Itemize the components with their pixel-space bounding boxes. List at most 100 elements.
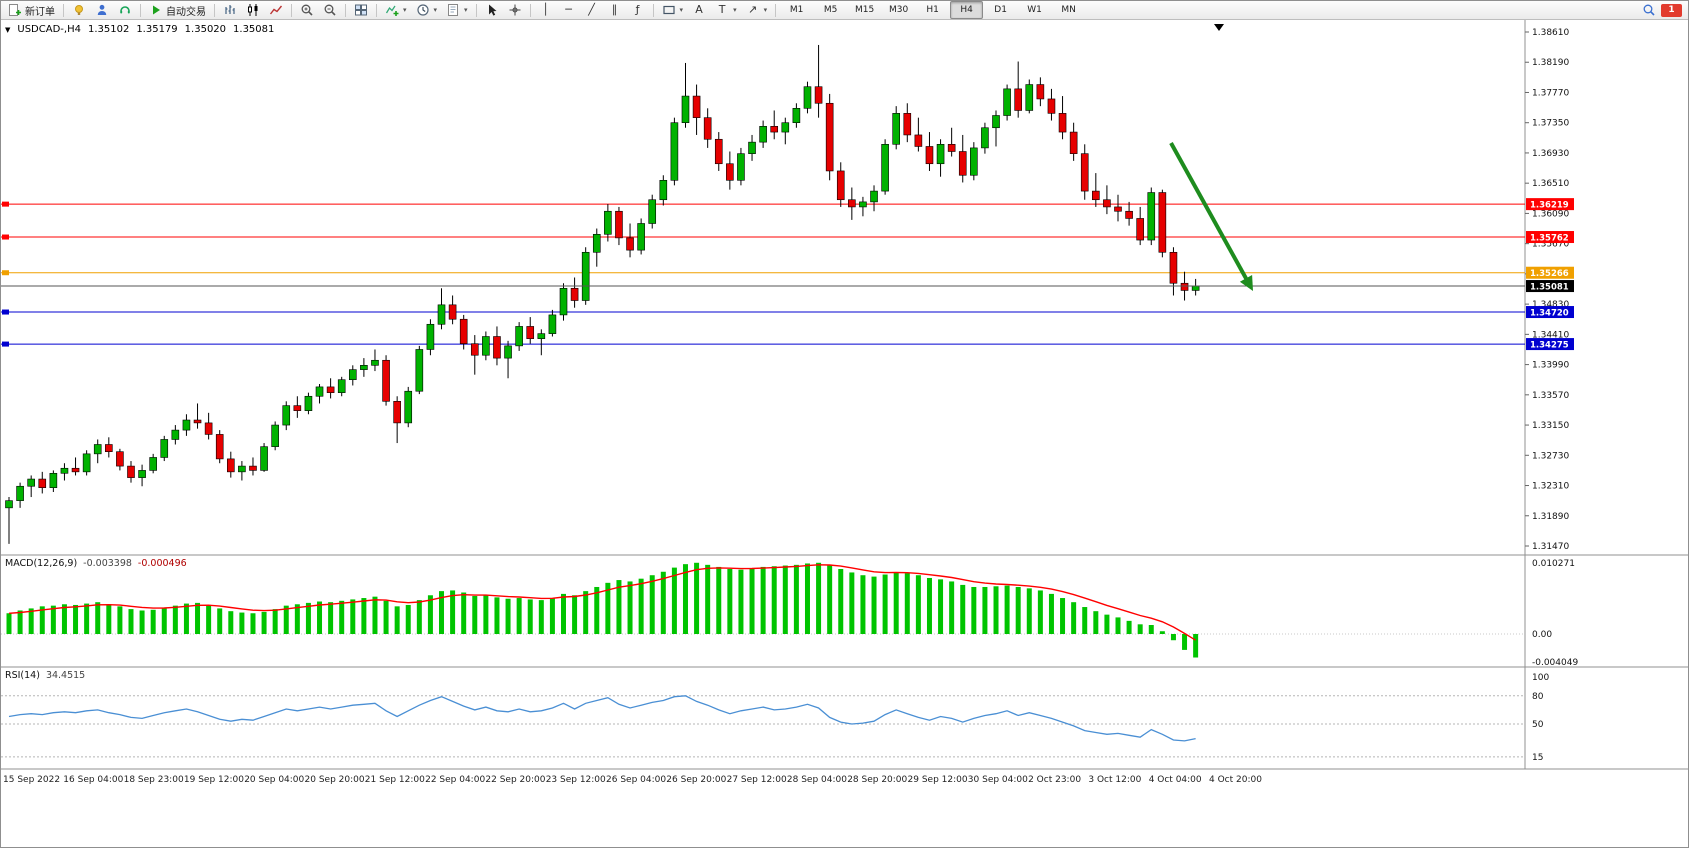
indicators-button[interactable]: ▾ [381, 1, 411, 19]
candle-body [1191, 285, 1200, 291]
macd-bar [261, 611, 267, 634]
price-badge-label: 1.36219 [1530, 201, 1569, 211]
candle-body [548, 314, 557, 334]
tile-windows-icon [355, 4, 367, 16]
macd-bar [516, 598, 522, 634]
profile-button[interactable] [91, 1, 113, 19]
market-watch-button[interactable] [68, 1, 90, 19]
price-axis-label: 1.34410 [1532, 330, 1569, 340]
macd-bar [649, 575, 655, 634]
macd-bar [583, 591, 589, 634]
price-level-handle[interactable] [2, 270, 9, 276]
chart-dropdown-icon[interactable]: ▼ [5, 25, 11, 34]
candle-body [1169, 251, 1178, 284]
candle-body [348, 369, 357, 381]
candle-body [38, 478, 47, 488]
trend-arrow[interactable] [1169, 142, 1251, 285]
candle-body [71, 467, 80, 473]
candle-body [592, 233, 601, 253]
timeframe-button-m5[interactable]: M5 [823, 5, 838, 15]
candle-body [415, 349, 424, 392]
macd-bar [61, 604, 67, 634]
candle-body [781, 122, 790, 133]
price-badge-label: 1.34275 [1530, 341, 1569, 351]
macd-bar [416, 600, 422, 634]
support-button[interactable] [114, 1, 136, 19]
timeframe-button-h1[interactable]: H1 [926, 5, 939, 15]
macd-bar [816, 562, 822, 634]
price-axis-label: 1.38610 [1532, 28, 1569, 38]
trendline-button[interactable]: ╱ [581, 1, 603, 19]
candle-body [60, 467, 69, 474]
templates-button[interactable]: ▾ [442, 1, 472, 19]
macd-bar [572, 595, 578, 634]
notification-badge[interactable]: 1 [1661, 3, 1682, 17]
macd-bar [494, 597, 500, 634]
tile-windows-button[interactable] [350, 1, 372, 19]
macd-bar [1115, 617, 1121, 634]
macd-bar [594, 586, 600, 634]
horizontal-line-icon: ─ [565, 3, 572, 16]
cursor-button[interactable] [481, 1, 503, 19]
macd-bar [716, 566, 722, 634]
zoom-out-button[interactable] [319, 1, 341, 19]
crosshair-button[interactable] [504, 1, 526, 19]
line-chart-button[interactable] [265, 1, 287, 19]
candle-body [659, 179, 668, 201]
price-axis-label: 1.33150 [1532, 421, 1569, 431]
autotrading-button[interactable]: 自动交易 [145, 1, 210, 19]
price-level-handle[interactable] [2, 201, 9, 207]
text-label-button[interactable]: T ▾ [711, 1, 741, 19]
candle-body [748, 141, 756, 154]
macd-bar [1004, 585, 1010, 634]
timeframe-button-d1[interactable]: D1 [994, 5, 1007, 15]
text-button[interactable]: A [688, 1, 710, 19]
timeframe-button-w1[interactable]: W1 [1027, 5, 1042, 15]
candle-body [814, 86, 823, 104]
macd-bar [172, 605, 178, 634]
candle-body [670, 122, 679, 181]
macd-bar [383, 600, 389, 634]
candlestick-chart-button[interactable] [242, 1, 264, 19]
candle-body [1136, 218, 1144, 241]
macd-bar [339, 600, 345, 634]
vertical-line-button[interactable]: │ [535, 1, 557, 19]
horizontal-line-button[interactable]: ─ [558, 1, 580, 19]
timeframe-button-m30[interactable]: M30 [888, 5, 909, 15]
chart-shift-marker[interactable] [1214, 24, 1224, 31]
price-level-handle[interactable] [2, 341, 9, 347]
chart-area: ▼ USDCAD-,H4 1.35102 1.35179 1.35020 1.3… [1, 19, 1689, 848]
timeframe-button-m15[interactable]: M15 [854, 5, 875, 15]
time-axis-label: 16 Sep 04:00 [63, 775, 123, 785]
timeframe-button-h4[interactable]: H4 [950, 1, 984, 19]
new-order-button[interactable]: 新订单 [4, 1, 59, 19]
macd-bar [727, 568, 733, 634]
search-button[interactable] [1638, 1, 1660, 19]
shapes-button[interactable]: ▾ [658, 1, 688, 19]
candle-body [881, 144, 889, 192]
text-label-icon: T [718, 3, 726, 16]
timeframe-button-mn[interactable]: MN [1061, 5, 1076, 15]
fibonacci-button[interactable]: ƒ [627, 1, 649, 19]
candle-body [992, 115, 1000, 129]
periods-button[interactable]: ▾ [412, 1, 442, 19]
time-axis-label: 2 Oct 23:00 [1028, 775, 1081, 785]
candle-body [1092, 190, 1100, 201]
chart-canvas[interactable]: 1.38610 1.38190 1.37770 1.37350 1.36930 1.365… [1, 19, 1689, 848]
price-axis-label: 1.35670 [1532, 240, 1569, 250]
price-level-handle[interactable] [2, 309, 9, 315]
arrows-button[interactable]: ↗ ▾ [742, 1, 772, 19]
zoom-in-button[interactable] [296, 1, 318, 19]
timeframe-button-m1[interactable]: M1 [789, 5, 804, 15]
bar-chart-button[interactable] [219, 1, 241, 19]
time-axis-label: 20 Sep 04:00 [244, 775, 304, 785]
candle-body [1058, 113, 1067, 133]
candle-body [93, 444, 102, 455]
candle-body [5, 500, 13, 509]
macd-bar [461, 592, 467, 634]
price-level-handle[interactable] [2, 234, 9, 240]
candle-body [282, 405, 291, 426]
channel-button[interactable]: ∥ [604, 1, 626, 19]
autotrading-label: 自动交易 [166, 6, 206, 18]
macd-bar [1182, 634, 1188, 650]
